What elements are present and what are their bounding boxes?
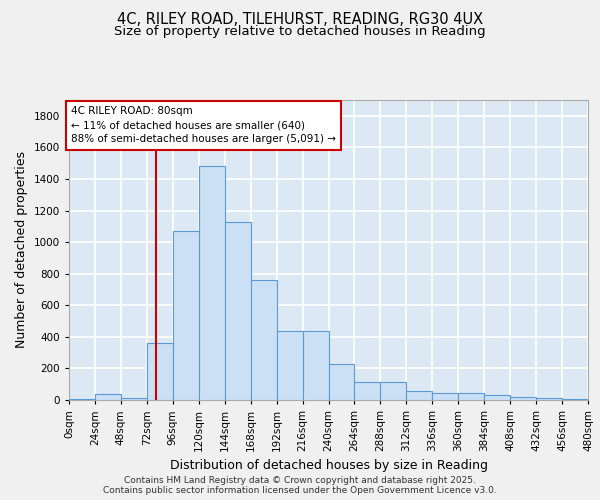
Text: 4C, RILEY ROAD, TILEHURST, READING, RG30 4UX: 4C, RILEY ROAD, TILEHURST, READING, RG30… — [117, 12, 483, 28]
Bar — [199, 166, 224, 400]
Text: 4C RILEY ROAD: 80sqm
← 11% of detached houses are smaller (640)
88% of semi-deta: 4C RILEY ROAD: 80sqm ← 11% of detached h… — [71, 106, 336, 144]
Bar — [484, 396, 510, 400]
Bar — [536, 398, 562, 400]
Bar — [510, 397, 536, 400]
Bar — [432, 393, 458, 400]
Text: Contains HM Land Registry data © Crown copyright and database right 2025.: Contains HM Land Registry data © Crown c… — [124, 476, 476, 485]
Bar — [95, 394, 121, 400]
Y-axis label: Number of detached properties: Number of detached properties — [15, 152, 28, 348]
Text: Contains public sector information licensed under the Open Government Licence v3: Contains public sector information licen… — [103, 486, 497, 495]
Bar — [277, 332, 302, 400]
Bar — [355, 382, 380, 400]
Bar — [458, 393, 484, 400]
Bar — [329, 364, 355, 400]
Bar — [121, 398, 147, 400]
X-axis label: Distribution of detached houses by size in Reading: Distribution of detached houses by size … — [170, 460, 487, 472]
Bar — [302, 332, 329, 400]
Bar — [173, 231, 199, 400]
Text: Size of property relative to detached houses in Reading: Size of property relative to detached ho… — [114, 25, 486, 38]
Bar — [380, 382, 406, 400]
Bar — [225, 222, 251, 400]
Bar — [251, 280, 277, 400]
Bar — [69, 399, 95, 400]
Bar — [406, 392, 432, 400]
Bar — [147, 343, 173, 400]
Bar — [562, 399, 588, 400]
